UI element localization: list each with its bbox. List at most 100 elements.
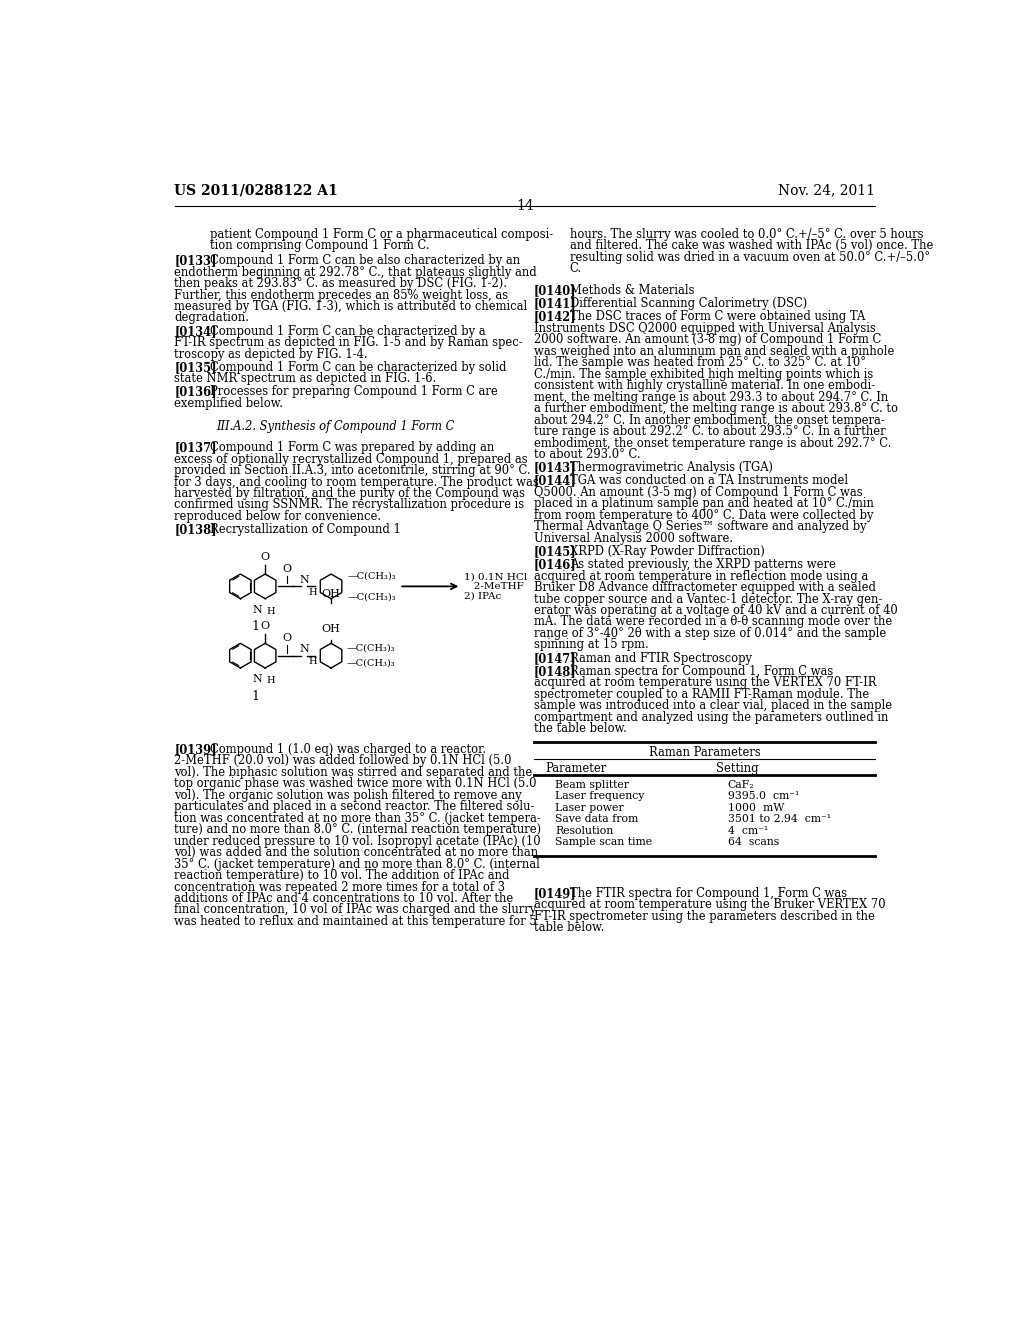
Text: 3501 to 2.94  cm⁻¹: 3501 to 2.94 cm⁻¹	[728, 814, 830, 824]
Text: ture range is about 292.2° C. to about 293.5° C. In a further: ture range is about 292.2° C. to about 2…	[535, 425, 886, 438]
Text: 2-MeTHF (20.0 vol) was added followed by 0.1N HCl (5.0: 2-MeTHF (20.0 vol) was added followed by…	[174, 754, 512, 767]
Text: [0144]: [0144]	[535, 474, 577, 487]
Text: Raman Parameters: Raman Parameters	[649, 746, 761, 759]
Text: Methods & Materials: Methods & Materials	[569, 284, 694, 297]
Text: troscopy as depicted by FIG. 1-4.: troscopy as depicted by FIG. 1-4.	[174, 347, 368, 360]
Text: H: H	[266, 607, 274, 616]
Text: [0147]: [0147]	[535, 652, 577, 665]
Text: Bruker D8 Advance diffractometer equipped with a sealed: Bruker D8 Advance diffractometer equippe…	[535, 581, 877, 594]
Text: erator was operating at a voltage of 40 kV and a current of 40: erator was operating at a voltage of 40 …	[535, 605, 898, 616]
Text: then peaks at 293.83° C. as measured by DSC (FIG. 1-2).: then peaks at 293.83° C. as measured by …	[174, 277, 508, 290]
Text: acquired at room temperature in reflection mode using a: acquired at room temperature in reflecti…	[535, 570, 868, 582]
Text: state NMR spectrum as depicted in FIG. 1-6.: state NMR spectrum as depicted in FIG. 1…	[174, 372, 437, 385]
Text: excess of optionally recrystallized Compound 1, prepared as: excess of optionally recrystallized Comp…	[174, 453, 528, 466]
Text: N: N	[252, 675, 262, 684]
Text: 35° C. (jacket temperature) and no more than 8.0° C. (internal: 35° C. (jacket temperature) and no more …	[174, 858, 541, 871]
Text: [0133]: [0133]	[174, 253, 217, 267]
Text: concentration was repeated 2 more times for a total of 3: concentration was repeated 2 more times …	[174, 880, 506, 894]
Text: to about 293.0° C.: to about 293.0° C.	[535, 447, 641, 461]
Text: 2) IPAc: 2) IPAc	[464, 591, 502, 601]
Text: reaction temperature) to 10 vol. The addition of IPAc and: reaction temperature) to 10 vol. The add…	[174, 869, 510, 882]
Text: Processes for preparing Compound 1 Form C are: Processes for preparing Compound 1 Form …	[210, 385, 498, 399]
Text: [0138]: [0138]	[174, 523, 217, 536]
Text: under reduced pressure to 10 vol. Isopropyl acetate (IPAc) (10: under reduced pressure to 10 vol. Isopro…	[174, 834, 541, 847]
Text: [0136]: [0136]	[174, 385, 217, 399]
Text: 64  scans: 64 scans	[728, 837, 779, 847]
Text: Raman spectra for Compound 1, Form C was: Raman spectra for Compound 1, Form C was	[569, 665, 833, 678]
Text: vol). The biphasic solution was stirred and separated and the: vol). The biphasic solution was stirred …	[174, 766, 532, 779]
Text: TGA was conducted on a TA Instruments model: TGA was conducted on a TA Instruments mo…	[569, 474, 848, 487]
Text: tion was concentrated at no more than 35° C. (jacket tempera-: tion was concentrated at no more than 35…	[174, 812, 542, 825]
Text: embodiment, the onset temperature range is about 292.7° C.: embodiment, the onset temperature range …	[535, 437, 892, 450]
Text: patient Compound 1 Form C or a pharmaceutical composi-: patient Compound 1 Form C or a pharmaceu…	[210, 227, 553, 240]
Text: mA. The data were recorded in a θ-θ scanning mode over the: mA. The data were recorded in a θ-θ scan…	[535, 615, 892, 628]
Text: Laser power: Laser power	[555, 803, 624, 813]
Text: vol) was added and the solution concentrated at no more than: vol) was added and the solution concentr…	[174, 846, 539, 859]
Text: a further embodiment, the melting range is about 293.8° C. to: a further embodiment, the melting range …	[535, 403, 898, 414]
Text: 2-MeTHF: 2-MeTHF	[464, 582, 524, 591]
Text: was heated to reflux and maintained at this temperature for 5: was heated to reflux and maintained at t…	[174, 915, 538, 928]
Text: spinning at 15 rpm.: spinning at 15 rpm.	[535, 639, 649, 652]
Text: Thermal Advantage Q Series™ software and analyzed by: Thermal Advantage Q Series™ software and…	[535, 520, 866, 533]
Text: O: O	[283, 634, 292, 643]
Text: provided in Section II.A.3, into acetonitrile, stirring at 90° C.: provided in Section II.A.3, into acetoni…	[174, 465, 531, 477]
Text: [0140]: [0140]	[535, 284, 577, 297]
Text: [0145]: [0145]	[535, 545, 577, 558]
Text: C.: C.	[569, 263, 582, 275]
Text: N: N	[299, 574, 309, 585]
Text: O: O	[261, 620, 269, 631]
Text: Sample scan time: Sample scan time	[555, 837, 652, 847]
Text: O: O	[261, 552, 269, 562]
Text: Parameter: Parameter	[546, 762, 607, 775]
Text: spectrometer coupled to a RAMII FT-Raman module. The: spectrometer coupled to a RAMII FT-Raman…	[535, 688, 869, 701]
Text: [0146]: [0146]	[535, 558, 577, 572]
Text: 14: 14	[516, 199, 534, 213]
Text: resulting solid was dried in a vacuum oven at 50.0° C.+/–5.0°: resulting solid was dried in a vacuum ov…	[569, 251, 930, 264]
Text: compartment and analyzed using the parameters outlined in: compartment and analyzed using the param…	[535, 710, 889, 723]
Text: As stated previously, the XRPD patterns were: As stated previously, the XRPD patterns …	[569, 558, 836, 572]
Text: Universal Analysis 2000 software.: Universal Analysis 2000 software.	[535, 532, 733, 545]
Text: [0149]: [0149]	[535, 887, 577, 900]
Text: The FTIR spectra for Compound 1, Form C was: The FTIR spectra for Compound 1, Form C …	[569, 887, 847, 900]
Text: OH: OH	[322, 589, 341, 599]
Text: consistent with highly crystalline material. In one embodi-: consistent with highly crystalline mater…	[535, 379, 876, 392]
Text: —C(CH₃)₃: —C(CH₃)₃	[346, 659, 395, 668]
Text: N: N	[252, 605, 262, 615]
Text: [0141]: [0141]	[535, 297, 577, 310]
Text: lid. The sample was heated from 25° C. to 325° C. at 10°: lid. The sample was heated from 25° C. t…	[535, 356, 866, 370]
Text: endotherm beginning at 292.78° C., that plateaus slightly and: endotherm beginning at 292.78° C., that …	[174, 265, 538, 279]
Text: FT-IR spectrum as depicted in FIG. 1-5 and by Raman spec-: FT-IR spectrum as depicted in FIG. 1-5 a…	[174, 337, 523, 348]
Text: 1000  mW: 1000 mW	[728, 803, 784, 813]
Text: sample was introduced into a clear vial, placed in the sample: sample was introduced into a clear vial,…	[535, 700, 892, 713]
Text: Setting: Setting	[716, 762, 759, 775]
Text: confirmed using SSNMR. The recrystallization procedure is: confirmed using SSNMR. The recrystalliza…	[174, 499, 524, 511]
Text: H: H	[266, 676, 274, 685]
Text: Raman and FTIR Spectroscopy: Raman and FTIR Spectroscopy	[569, 652, 752, 665]
Text: acquired at room temperature using the VERTEX 70 FT-IR: acquired at room temperature using the V…	[535, 676, 877, 689]
Text: 1: 1	[252, 620, 260, 634]
Text: hours. The slurry was cooled to 0.0° C.+/–5° C. over 5 hours: hours. The slurry was cooled to 0.0° C.+…	[569, 227, 924, 240]
Text: 4  cm⁻¹: 4 cm⁻¹	[728, 826, 768, 836]
Text: particulates and placed in a second reactor. The filtered solu-: particulates and placed in a second reac…	[174, 800, 535, 813]
Text: [0135]: [0135]	[174, 360, 217, 374]
Text: about 294.2° C. In another embodiment, the onset tempera-: about 294.2° C. In another embodiment, t…	[535, 413, 885, 426]
Text: Q5000. An amount (3-5 mg) of Compound 1 Form C was: Q5000. An amount (3-5 mg) of Compound 1 …	[535, 486, 863, 499]
Text: Compound 1 Form C can be also characterized by an: Compound 1 Form C can be also characteri…	[210, 253, 520, 267]
Text: tube copper source and a Vantec-1 detector. The X-ray gen-: tube copper source and a Vantec-1 detect…	[535, 593, 883, 606]
Text: [0143]: [0143]	[535, 461, 577, 474]
Text: vol). The organic solution was polish filtered to remove any: vol). The organic solution was polish fi…	[174, 789, 522, 801]
Text: 2000 software. An amount (3-8 mg) of Compound 1 Form C: 2000 software. An amount (3-8 mg) of Com…	[535, 333, 882, 346]
Text: table below.: table below.	[535, 921, 604, 935]
Text: measured by TGA (FIG. 1-3), which is attributed to chemical: measured by TGA (FIG. 1-3), which is att…	[174, 300, 527, 313]
Text: top organic phase was washed twice more with 0.1N HCl (5.0: top organic phase was washed twice more …	[174, 777, 537, 791]
Text: Laser frequency: Laser frequency	[555, 791, 644, 801]
Text: Thermogravimetric Analysis (TGA): Thermogravimetric Analysis (TGA)	[569, 461, 773, 474]
Text: tion comprising Compound 1 Form C.: tion comprising Compound 1 Form C.	[210, 239, 430, 252]
Text: from room temperature to 400° C. Data were collected by: from room temperature to 400° C. Data we…	[535, 508, 873, 521]
Text: CaF₂: CaF₂	[728, 780, 755, 789]
Text: exemplified below.: exemplified below.	[174, 397, 284, 411]
Text: Differential Scanning Calorimetry (DSC): Differential Scanning Calorimetry (DSC)	[569, 297, 807, 310]
Text: O: O	[283, 564, 292, 574]
Text: ment, the melting range is about 293.3 to about 294.7° C. In: ment, the melting range is about 293.3 t…	[535, 391, 889, 404]
Text: Beam splitter: Beam splitter	[555, 780, 629, 789]
